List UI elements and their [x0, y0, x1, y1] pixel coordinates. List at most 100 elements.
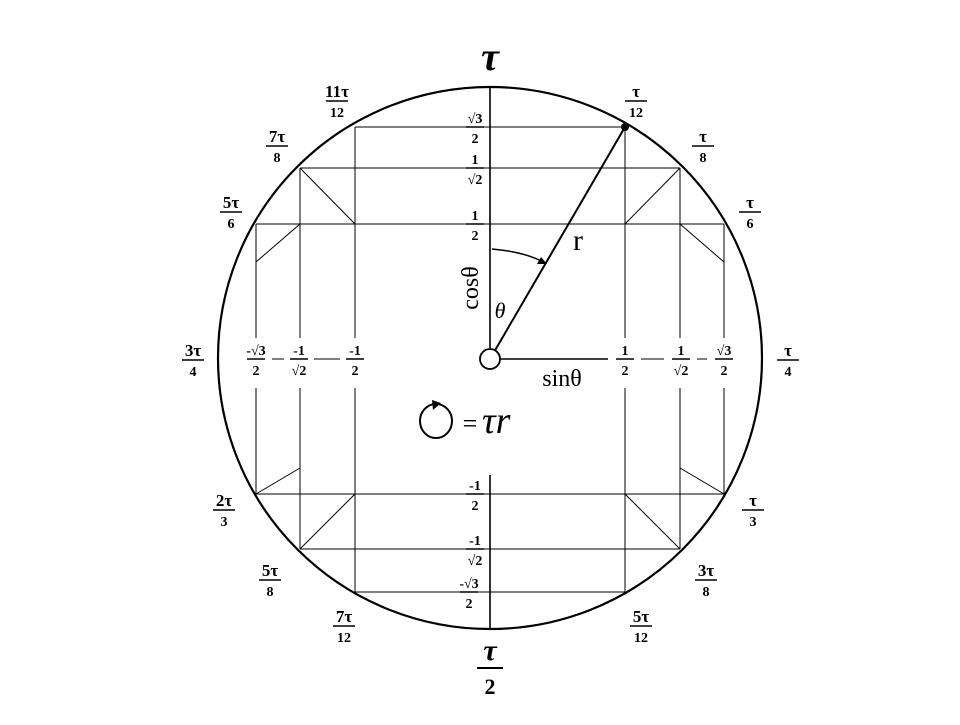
- fraction-numerator: 5τ: [223, 193, 240, 212]
- rim-label-2tau-over-3: 2τ3: [213, 491, 235, 530]
- fraction-numerator: 5τ: [262, 561, 279, 580]
- fraction-denominator: 2: [352, 364, 359, 379]
- rim-label-tau-over-6: τ6: [739, 193, 761, 232]
- fraction-numerator: -1: [469, 534, 481, 549]
- diagonal-line: [256, 224, 300, 262]
- rim-label-tau-over-4: τ4: [777, 341, 799, 380]
- fraction-numerator: 3τ: [698, 561, 715, 580]
- circle-symbol-icon: [420, 404, 452, 438]
- fraction-denominator: 4: [190, 365, 197, 380]
- fraction-numerator: τ: [749, 491, 757, 510]
- circumference-formula: = τr: [420, 400, 511, 442]
- radius-label: r: [573, 224, 583, 257]
- fraction-denominator: 2: [253, 364, 260, 379]
- fraction-numerator: τ: [746, 193, 754, 212]
- diagonal-line: [680, 468, 724, 494]
- fraction-denominator: 8: [274, 151, 281, 166]
- fraction-denominator: 3: [750, 515, 757, 530]
- origin-marker: [480, 349, 500, 369]
- fraction-denominator: 2: [466, 597, 473, 612]
- fraction-denominator: 6: [228, 217, 235, 232]
- angle-arc: [492, 249, 543, 262]
- axis-label-x-neg1-over-2: -12: [346, 344, 364, 379]
- radius-line: [490, 127, 625, 359]
- fraction-numerator: 7τ: [269, 127, 286, 146]
- axis-label-y-negsqrt3-over-2: -√32: [459, 577, 478, 612]
- diagonal-line: [625, 494, 680, 549]
- fraction-numerator: τ: [632, 82, 640, 101]
- fraction-denominator: 2: [472, 132, 479, 147]
- diagonal-line: [256, 468, 300, 494]
- fraction-denominator: 2: [622, 364, 629, 379]
- fraction-numerator: τ: [483, 634, 498, 667]
- axis-label-y-1-over-2: 12: [466, 209, 484, 244]
- top-tau-label: τ: [481, 34, 500, 79]
- fraction-numerator: τ: [699, 127, 707, 146]
- fraction-numerator: -1: [469, 479, 481, 494]
- fraction-denominator: √2: [468, 554, 483, 569]
- fraction-numerator: -1: [293, 344, 305, 359]
- fraction-numerator: -√3: [459, 577, 478, 592]
- fraction-denominator: 12: [330, 106, 344, 121]
- fraction-denominator: 12: [634, 631, 648, 646]
- fraction-numerator: 1: [472, 153, 479, 168]
- rim-label-tau-over-8: τ8: [692, 127, 714, 166]
- fraction-denominator: √2: [674, 364, 689, 379]
- fraction-denominator: 2: [472, 229, 479, 244]
- formula-equals: =: [463, 409, 478, 438]
- fraction-numerator: √3: [717, 344, 732, 359]
- axis-label-y-1-over-sqrt2: 1√2: [466, 153, 484, 188]
- fraction-denominator: 12: [629, 106, 643, 121]
- fraction-numerator: 3τ: [185, 341, 202, 360]
- fraction-denominator: √2: [292, 364, 307, 379]
- axis-label-x-1-over-sqrt2: 1√2: [672, 344, 690, 379]
- sin-label: sinθ: [542, 366, 582, 392]
- cos-label: cosθ: [458, 266, 484, 310]
- axis-label-x-sqrt3-over-2: √32: [715, 344, 733, 379]
- diagonal-line: [300, 168, 355, 224]
- fraction-denominator: 6: [747, 217, 754, 232]
- fraction-numerator: √3: [468, 112, 483, 127]
- radius-endpoint: [621, 123, 629, 131]
- rim-label-tau-over-3: τ3: [742, 491, 764, 530]
- fraction-denominator: 4: [785, 365, 792, 380]
- fraction-numerator: 1: [472, 209, 479, 224]
- fraction-denominator: 8: [267, 585, 274, 600]
- fraction-denominator: 3: [221, 515, 228, 530]
- rim-label-7tau-over-8: 7τ8: [266, 127, 288, 166]
- fraction-denominator: 2: [485, 674, 496, 699]
- fraction-denominator: 8: [700, 151, 707, 166]
- rim-label-3tau-over-4: 3τ4: [182, 341, 204, 380]
- rim-label-3tau-over-8: 3τ8: [695, 561, 717, 600]
- fraction-numerator: 7τ: [336, 607, 353, 626]
- fraction-numerator: 5τ: [633, 607, 650, 626]
- fraction-denominator: √2: [468, 173, 483, 188]
- diagonal-line: [680, 224, 724, 262]
- axis-label-x-neg1-over-sqrt2: -1√2: [290, 344, 308, 379]
- fraction-numerator: 2τ: [216, 491, 233, 510]
- fraction-numerator: 1: [622, 344, 629, 359]
- rim-label-5tau-over-8: 5τ8: [259, 561, 281, 600]
- formula-rhs: τr: [482, 400, 511, 442]
- fraction-numerator: τ: [784, 341, 792, 360]
- rim-label-tau-over-12: τ 12: [625, 82, 647, 121]
- diagonal-line: [625, 168, 680, 224]
- axis-label-x-negsqrt3-over-2: -√32: [246, 344, 265, 379]
- rim-label-5tau-over-6: 5τ6: [220, 193, 242, 232]
- axis-label-x-1-over-2: 12: [616, 344, 634, 379]
- bottom-tau-fraction: τ 2: [477, 634, 503, 699]
- theta-label: θ: [495, 298, 506, 323]
- fraction-numerator: -√3: [246, 344, 265, 359]
- fraction-denominator: 2: [721, 364, 728, 379]
- axis-label-y-neg1-over-2: -12: [466, 479, 484, 514]
- fraction-numerator: 11τ: [325, 82, 349, 101]
- diagonal-line: [300, 494, 355, 549]
- fraction-denominator: 8: [703, 585, 710, 600]
- axis-label-y-sqrt3-over-2: √32: [466, 112, 484, 147]
- fraction-denominator: 12: [337, 631, 351, 646]
